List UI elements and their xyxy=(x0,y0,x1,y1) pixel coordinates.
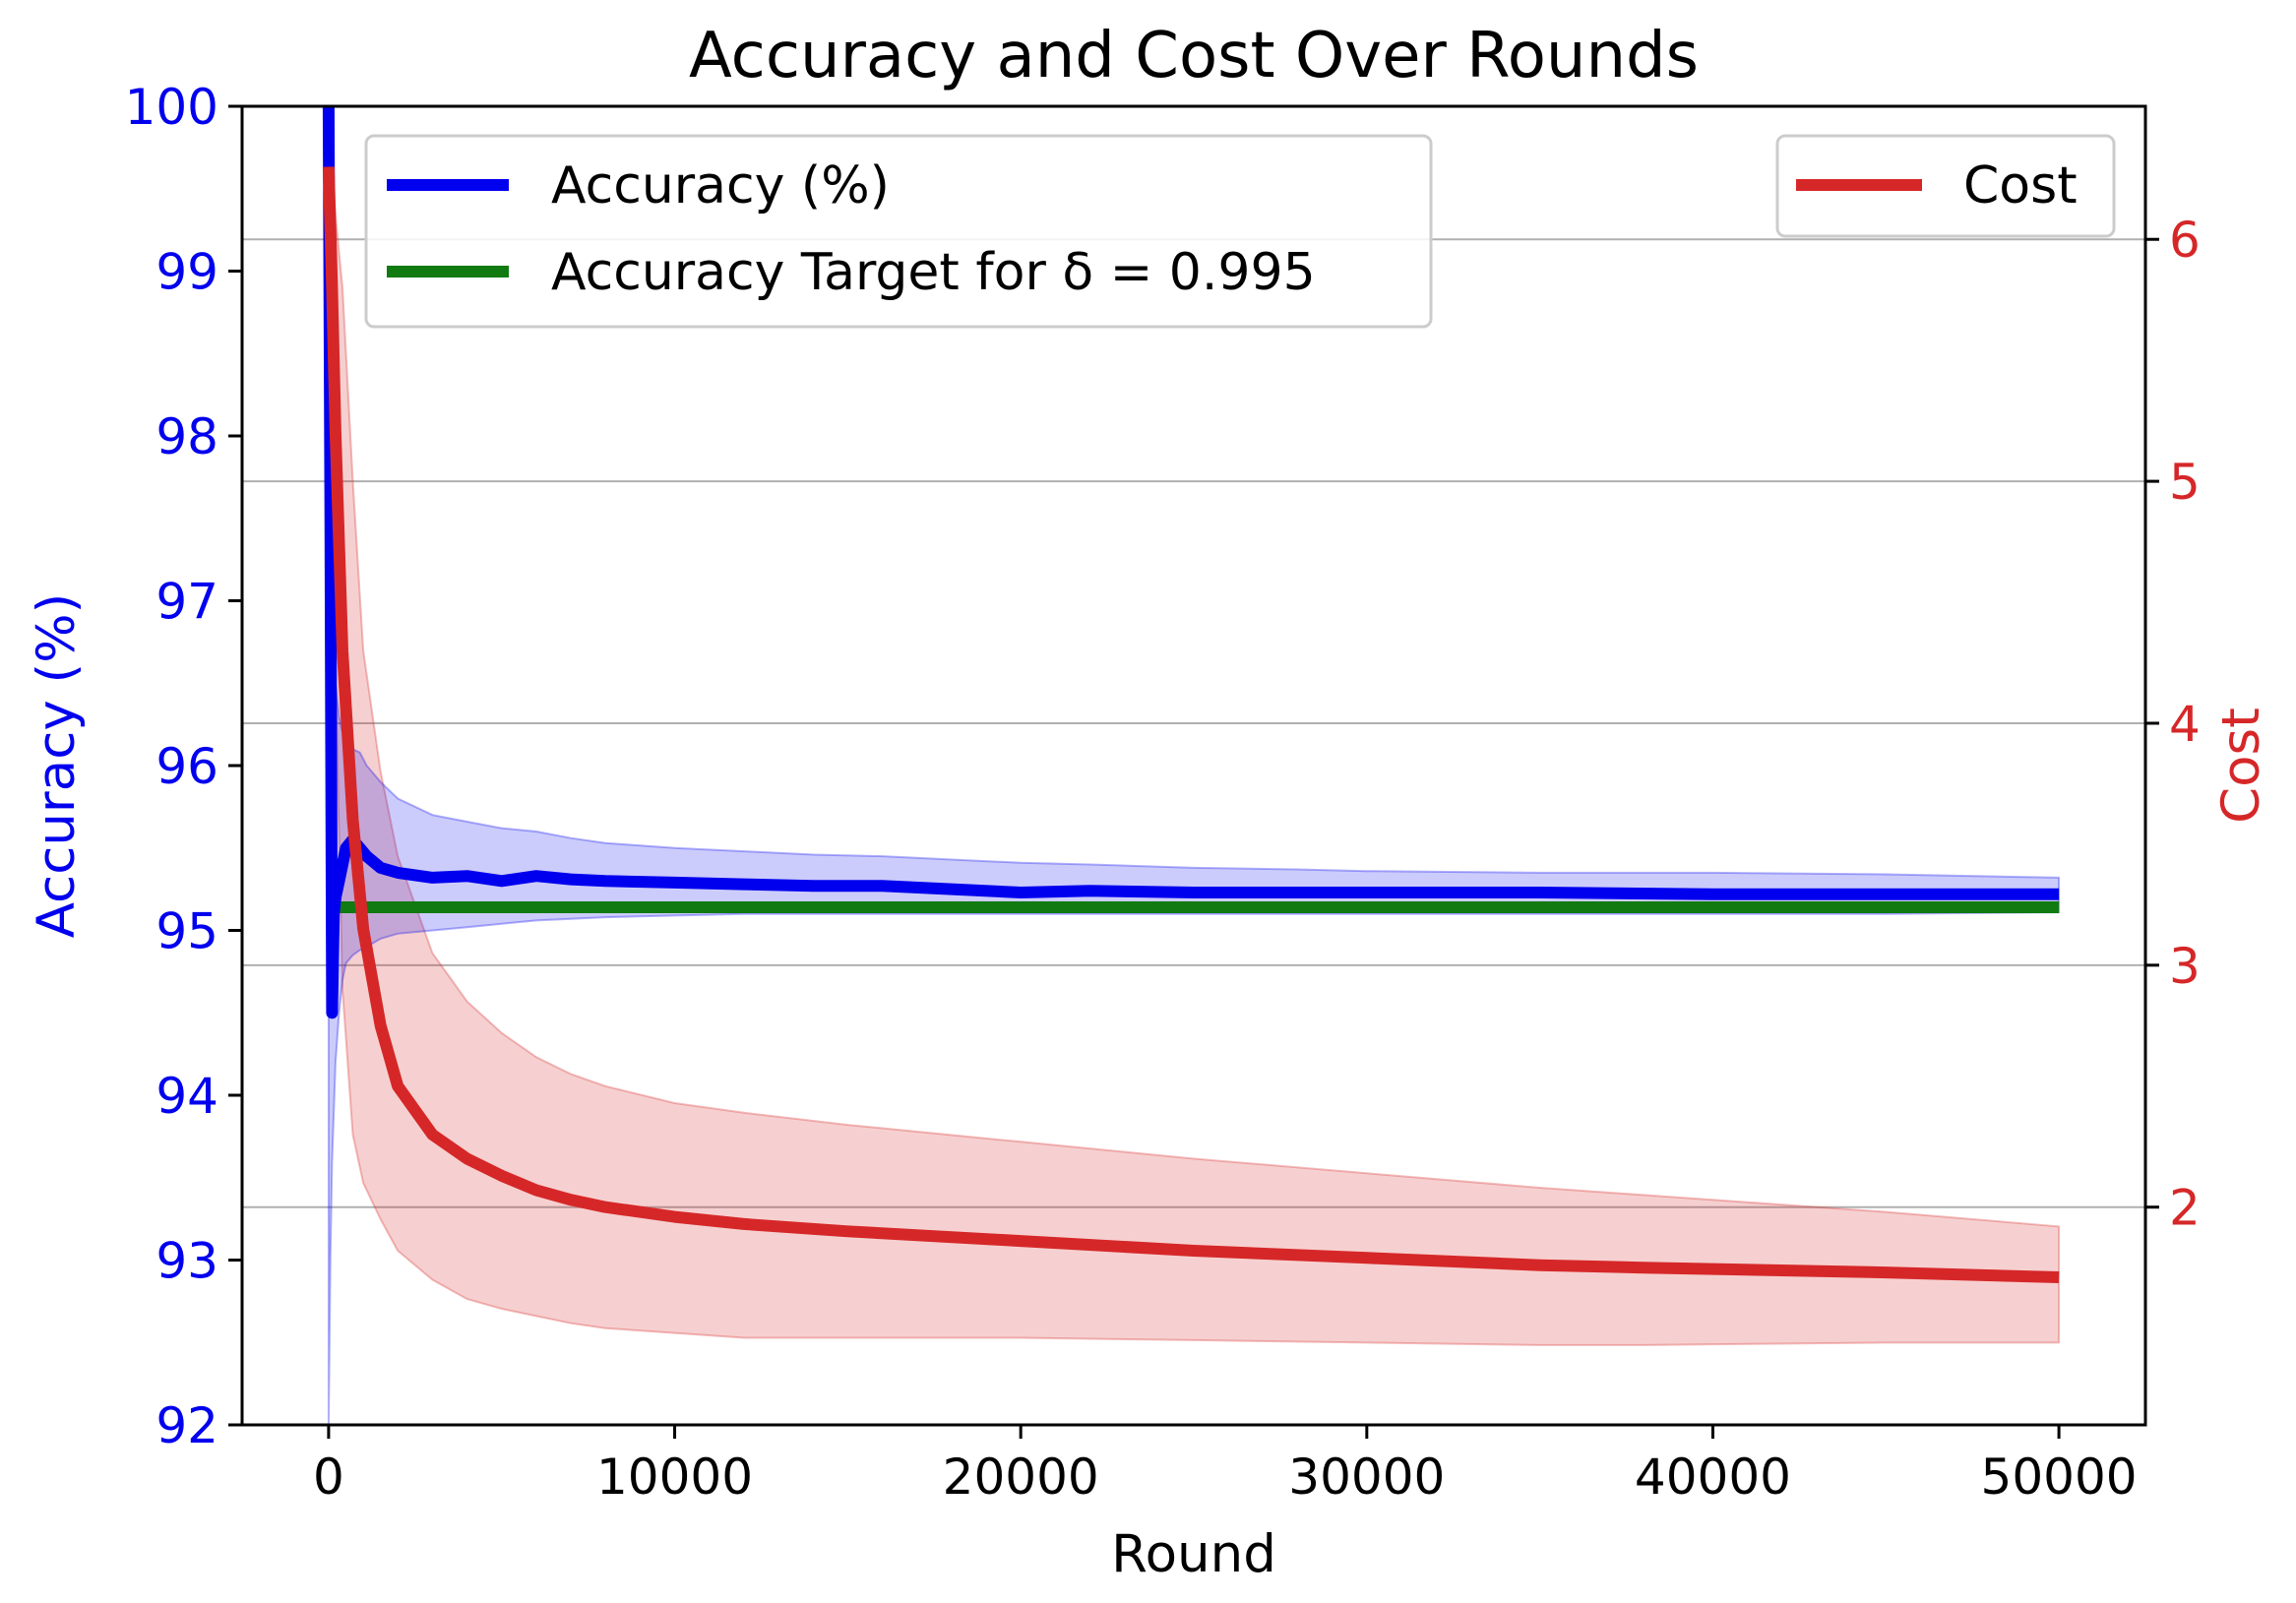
legend-right-frame xyxy=(1775,134,2116,238)
y-left-tick-label-5: 97 xyxy=(155,574,218,631)
y-right-tick-label-4: 6 xyxy=(2169,212,2201,269)
x-tick-label-2: 20000 xyxy=(943,1449,1099,1506)
legend-left-frame xyxy=(364,134,1433,329)
y-right-tick-label-3: 5 xyxy=(2169,454,2201,511)
x-tick-label-4: 40000 xyxy=(1635,1449,1791,1506)
y-left-tick-label-7: 99 xyxy=(155,244,218,301)
x-tick-label-5: 50000 xyxy=(1981,1449,2138,1506)
legend-target-label: Accuracy Target for δ = 0.995 xyxy=(551,243,1316,302)
y-axis-left-title: Accuracy (%) xyxy=(27,593,87,939)
x-axis-title: Round xyxy=(1111,1524,1276,1584)
y-left-tick-label-1: 93 xyxy=(155,1233,218,1290)
y-axis-left: 92 93 94 95 96 97 98 99 100 xyxy=(125,79,242,1454)
y-left-tick-label-6: 98 xyxy=(155,408,218,465)
legend-accuracy-label: Accuracy (%) xyxy=(551,156,890,216)
y-axis-right-title: Cost xyxy=(2211,708,2271,824)
x-tick-label-0: 0 xyxy=(313,1449,344,1506)
x-tick-label-1: 10000 xyxy=(596,1449,753,1506)
cost-line xyxy=(322,166,2060,1283)
legend-right: Cost xyxy=(1775,134,2116,238)
x-tick-label-3: 30000 xyxy=(1288,1449,1445,1506)
cost-band xyxy=(327,142,2061,1346)
y-right-tick-label-1: 3 xyxy=(2169,938,2201,995)
y-left-tick-label-4: 96 xyxy=(155,738,218,795)
chart-title: Accuracy and Cost Over Rounds xyxy=(689,20,1699,92)
y-left-tick-label-2: 94 xyxy=(155,1068,218,1125)
accuracy-line xyxy=(322,105,2060,1019)
grid-lines xyxy=(242,238,2145,1208)
y-left-tick-label-0: 92 xyxy=(155,1397,218,1454)
y-left-tick-label-3: 95 xyxy=(155,903,218,960)
legend-cost-label: Cost xyxy=(1963,156,2078,216)
y-right-tick-label-2: 4 xyxy=(2169,696,2201,753)
legend-left: Accuracy (%) Accuracy Target for δ = 0.9… xyxy=(364,134,1433,329)
series-lines xyxy=(322,105,2060,1283)
y-axis-right: 2 3 4 5 6 xyxy=(2145,212,2201,1237)
x-axis: 0 10000 20000 30000 40000 50000 xyxy=(313,1425,2138,1506)
y-left-tick-label-8: 100 xyxy=(125,79,218,136)
y-right-tick-label-0: 2 xyxy=(2169,1180,2201,1237)
